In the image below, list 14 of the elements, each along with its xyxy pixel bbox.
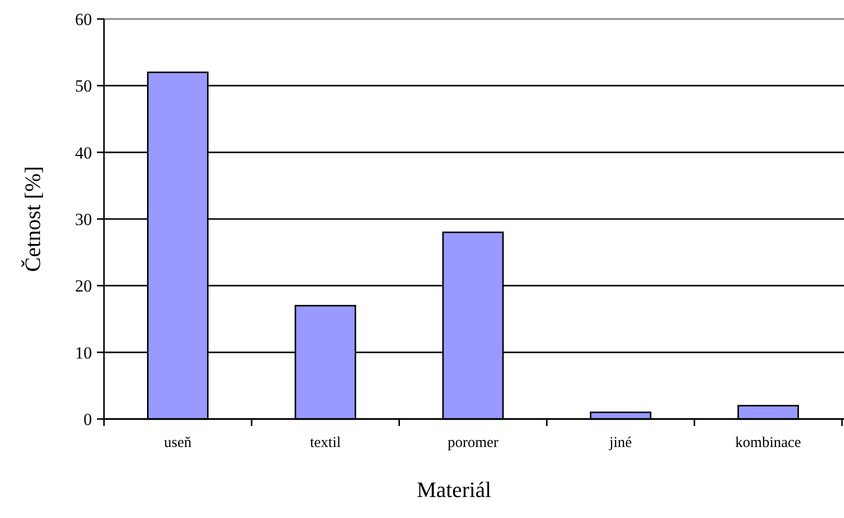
x-tick-label: useň — [164, 435, 192, 451]
x-tick-label: poromer — [448, 435, 498, 451]
y-tick-label: 50 — [75, 76, 92, 96]
x-axis-title: Materiál — [416, 477, 492, 502]
x-tick-label: jiné — [608, 435, 632, 451]
y-tick-label: 60 — [75, 10, 92, 29]
x-tick-label: textil — [310, 435, 341, 451]
y-tick-label: 20 — [75, 276, 92, 296]
y-axis-title: Četnost [%] — [20, 166, 45, 272]
y-tick-label: 40 — [75, 143, 92, 162]
y-tick-label: 30 — [75, 210, 92, 229]
y-tick-label: 0 — [84, 410, 92, 429]
y-tick-label: 10 — [75, 343, 92, 362]
x-tick-label: kombinace — [735, 435, 802, 451]
